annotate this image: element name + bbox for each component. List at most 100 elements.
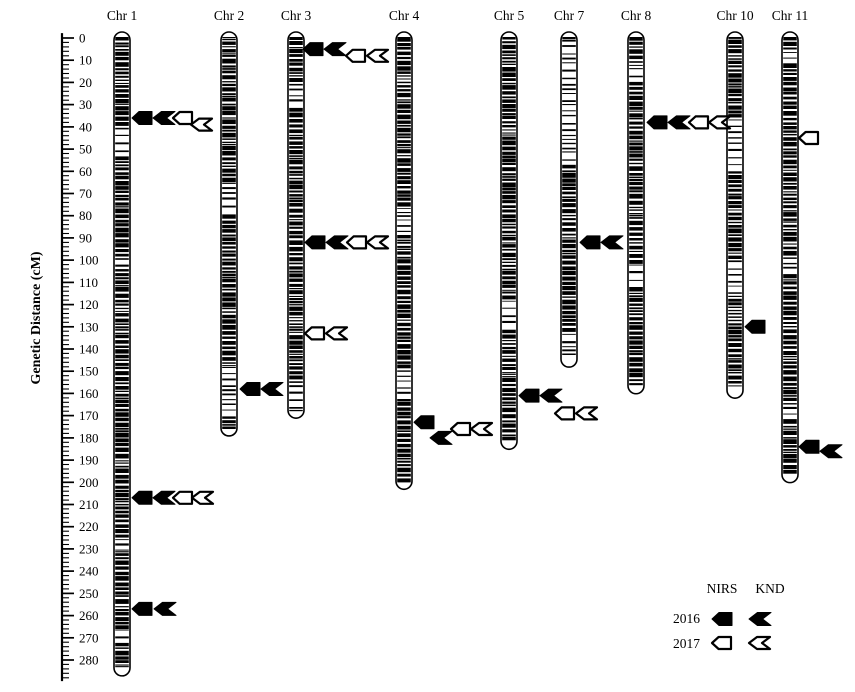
chromosome-chr-4 xyxy=(395,31,413,491)
qtl-marker-nirs2017-chromosome-chr-11-45cm xyxy=(797,130,820,146)
qtl-marker-nirs2016-chromosome-chr-5-161cm xyxy=(518,388,540,403)
ruler-tick-label: 0 xyxy=(79,31,86,46)
chromosome-bands xyxy=(115,37,129,668)
qtl-marker-knd2016-chromosome-chr-11-186cm xyxy=(819,444,843,459)
ruler-tick-label: 100 xyxy=(79,253,99,268)
chromosome-bands xyxy=(562,37,576,355)
ruler-tick-label: 170 xyxy=(79,408,99,423)
chromosome-chr-3 xyxy=(287,31,305,419)
qtl-marker-nirs2017-chromosome-chr-3-92cm xyxy=(345,235,368,250)
ruler-tick-label: 190 xyxy=(79,453,99,468)
legend-year-2016: 2016 xyxy=(673,611,700,626)
chromosome-chr-2-label: Chr 2 xyxy=(214,8,244,23)
qtl-marker-nirs2016-chromosome-chr-7-92cm xyxy=(579,235,601,250)
ruler-tick-label: 50 xyxy=(79,142,92,157)
ruler-tick-label: 90 xyxy=(79,230,92,245)
chromosome-chr-8-label: Chr 8 xyxy=(621,8,652,23)
chromosome-chr-7 xyxy=(560,31,578,368)
qtl-marker-nirs2016-chromosome-chr-3-92cm xyxy=(304,235,326,250)
chromosome-chr-3-label: Chr 3 xyxy=(281,8,312,23)
ruler-tick-label: 220 xyxy=(79,519,99,534)
chromosome-bar xyxy=(781,31,799,484)
qtl-marker-knd2017-chromosome-chr-3-92cm xyxy=(365,235,390,250)
qtl-marker-nirs2016-chromosome-chr-3-5cm xyxy=(302,42,324,57)
ruler-tick-label: 70 xyxy=(79,186,92,201)
legend: NIRS KND 2016 2017 xyxy=(673,581,785,651)
qtl-marker-nirs2017-chromosome-chr-3-8cm xyxy=(344,48,367,63)
qtl-marker-nirs2017-chromosome-chr-8-38cm xyxy=(687,115,710,130)
ruler-tick-label: 160 xyxy=(79,386,99,401)
chromosome-chr-1-label: Chr 1 xyxy=(107,8,137,23)
qtl-marker-knd2016-chromosome-chr-5-161cm xyxy=(539,388,563,403)
ruler-tick-label: 230 xyxy=(79,541,99,556)
legend-column-knd: KND xyxy=(755,581,784,596)
legend-mark-knd2017 xyxy=(747,635,772,651)
chromosome-bands xyxy=(728,37,742,387)
chromosome-bands xyxy=(289,37,303,412)
qtl-marker-nirs2017-chromosome-chr-5-169cm xyxy=(553,406,576,421)
qtl-marker-knd2016-chromosome-chr-7-92cm xyxy=(600,235,624,250)
chromosome-chr-5 xyxy=(500,31,518,451)
ruler-tick-label: 270 xyxy=(79,630,99,645)
qtl-marker-nirs2017-chromosome-chr-1-207cm xyxy=(171,490,194,505)
qtl-marker-knd2016-chromosome-chr-1-257cm xyxy=(153,601,177,616)
qtl-marker-nirs2016-chromosome-chr-1-257cm xyxy=(131,601,153,616)
ruler-tick-label: 200 xyxy=(79,475,99,490)
qtl-marker-knd2017-chromosome-chr-4-176cm xyxy=(469,421,494,437)
ruler-tick-label: 40 xyxy=(79,119,92,134)
qtl-marker-nirs2017-chromosome-chr-3-133cm xyxy=(303,326,326,341)
chromosome-chr-2 xyxy=(220,31,238,437)
ruler-tick-label: 180 xyxy=(79,430,99,445)
qtl-marker-knd2017-chromosome-chr-1-207cm xyxy=(190,490,215,505)
chromosome-bar xyxy=(220,31,238,437)
qtl-marker-nirs2016-chromosome-chr-4-173cm xyxy=(413,415,435,430)
qtl-marker-nirs2016-chromosome-chr-10-130cm xyxy=(744,319,766,334)
ruler-tick-label: 60 xyxy=(79,164,92,179)
qtl-marker-knd2016-chromosome-chr-2-158cm xyxy=(260,382,284,396)
ruler: 0 10 20 30 40 50 60 70 80 90 100 110 120 130 140 150 160… xyxy=(60,31,99,682)
chromosome-bar xyxy=(500,31,518,451)
qtl-marker-knd2016-chromosome-chr-4-180cm xyxy=(429,430,453,445)
qtl-marker-knd2016-chromosome-chr-3-92cm xyxy=(325,235,349,250)
chromosome-bands xyxy=(502,37,516,441)
ruler-tick-label: 280 xyxy=(79,653,99,668)
legend-column-nirs: NIRS xyxy=(707,581,738,596)
ruler-tick-label: 260 xyxy=(79,608,99,623)
chromosome-bands xyxy=(222,37,236,429)
chromosome-chr-7-label: Chr 7 xyxy=(554,8,585,23)
chromosome-chr-8 xyxy=(627,31,645,395)
qtl-markers xyxy=(131,42,843,616)
chromosome-chr-4-label: Chr 4 xyxy=(389,8,420,23)
qtl-marker-knd2017-chromosome-chr-8-38cm xyxy=(707,115,732,130)
qtl-marker-knd2016-chromosome-chr-8-38cm xyxy=(667,115,691,130)
chromosome-bar xyxy=(627,31,645,395)
chromosome-bands xyxy=(783,37,797,474)
chromosome-chr-10-label: Chr 10 xyxy=(716,8,753,23)
ruler-tick-label: 140 xyxy=(79,342,99,357)
qtl-marker-knd2017-chromosome-chr-3-133cm xyxy=(324,326,349,341)
ruler-tick-label: 80 xyxy=(79,208,92,223)
y-axis-title: Genetic Distance (cM) xyxy=(29,251,44,384)
chromosome-chr-11 xyxy=(781,31,799,484)
ruler-tick-label: 240 xyxy=(79,564,99,579)
ruler-tick-label: 210 xyxy=(79,497,99,512)
chromosome-chr-1 xyxy=(113,31,131,677)
ruler-tick-label: 10 xyxy=(79,53,92,68)
qtl-marker-knd2016-chromosome-chr-1-36cm xyxy=(152,111,176,125)
qtl-marker-nirs2016-chromosome-chr-11-184cm xyxy=(798,439,820,454)
qtl-marker-nirs2016-chromosome-chr-2-158cm xyxy=(239,382,261,396)
chromosome-chr-10 xyxy=(726,31,744,400)
legend-marks xyxy=(710,612,772,651)
chromosome-chr-11-label: Chr 11 xyxy=(772,8,809,23)
qtl-marker-knd2017-chromosome-chr-3-8cm xyxy=(365,48,390,63)
qtl-marker-nirs2016-chromosome-chr-8-38cm xyxy=(646,115,668,130)
legend-mark-knd2016 xyxy=(748,612,772,626)
ruler-tick-label: 150 xyxy=(79,364,99,379)
chromosome-chr-5-label: Chr 5 xyxy=(494,8,525,23)
qtl-marker-knd2017-chromosome-chr-5-169cm xyxy=(574,406,599,421)
ruler-tick-label: 130 xyxy=(79,319,99,334)
ruler-tick-label: 110 xyxy=(79,275,98,290)
ruler-tick-label: 250 xyxy=(79,586,99,601)
ruler-tick-label: 20 xyxy=(79,75,92,90)
